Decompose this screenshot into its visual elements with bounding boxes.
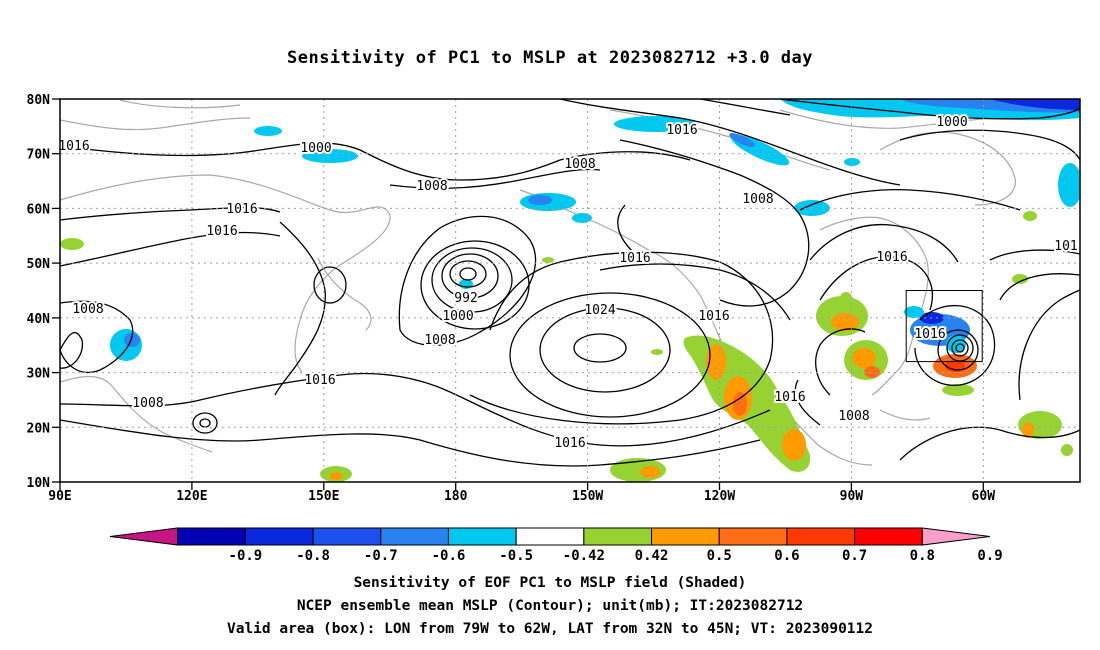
colorbar-segment — [515, 527, 585, 546]
lon-label: 150E — [308, 489, 339, 504]
colorbar-min-arrow — [109, 527, 179, 546]
colorbar-label: -0.8 — [296, 548, 330, 564]
contour-label: 1016 — [666, 123, 697, 138]
contour-label: 1000 — [936, 115, 967, 130]
colorbar-segment — [312, 527, 382, 546]
colorbar-segment — [583, 527, 653, 546]
contour-label: 1008 — [742, 192, 773, 207]
contour-label: 992 — [454, 291, 477, 306]
lat-label: 10N — [27, 476, 51, 491]
colorbar-segment — [447, 527, 517, 546]
lat-labels: 80N 70N 60N 50N 40N 30N 20N 10N — [27, 93, 51, 491]
contour-label: 1008 — [132, 396, 163, 411]
contour-label: 1016 — [304, 373, 335, 388]
contour-label: 1016 — [206, 224, 237, 239]
mslp-contours — [60, 99, 1080, 467]
colorbar-label: -0.6 — [432, 548, 466, 564]
colorbar-segment — [244, 527, 314, 546]
contour-labels: 1016 1000 1008 1016 1016 1008 1016 1008 … — [58, 113, 1080, 453]
map-layers: 1016 1000 1008 1016 1016 1008 1016 1008 … — [58, 99, 1080, 482]
colorbar-label: -0.7 — [364, 548, 398, 564]
colorbar-labels: -0.9 -0.8 -0.7 -0.6 -0.5 -0.42 0.42 0.5 0.6 0.7 0.… — [229, 548, 1003, 564]
lon-label: 120W — [704, 489, 735, 504]
colorbar-label: 0.9 — [977, 548, 1002, 564]
lon-label: 90E — [48, 489, 71, 504]
colorbar — [109, 527, 991, 546]
caption-valid-area: Valid area (box): LON from 79W to 62W, L… — [226, 621, 873, 637]
colorbar-label: 0.42 — [635, 548, 669, 564]
lat-label: 40N — [27, 312, 51, 327]
colorbar-label: 0.8 — [910, 548, 935, 564]
sensitivity-shading — [60, 99, 1080, 482]
lat-label: 80N — [27, 93, 51, 108]
lon-label: 90W — [840, 489, 864, 504]
colorbar-segment — [786, 527, 856, 546]
axis-ticks — [52, 98, 984, 490]
colorbar-label: 0.5 — [707, 548, 732, 564]
colorbar-label: -0.42 — [563, 548, 605, 564]
valid-area-box — [905, 290, 983, 363]
contour-label: 1000 — [442, 309, 473, 324]
lat-label: 20N — [27, 421, 51, 436]
contour-label: 1008 — [424, 333, 455, 348]
colorbar-label: -0.5 — [499, 548, 533, 564]
graticule — [60, 99, 1080, 482]
contour-label: 1016 — [876, 250, 907, 265]
colorbar-segment — [177, 527, 246, 546]
lat-label: 70N — [27, 148, 51, 163]
contour-label: 1016 — [58, 139, 89, 154]
contour-label: 1000 — [300, 141, 331, 156]
contour-label: 1016 — [774, 390, 805, 405]
lat-label: 60N — [27, 202, 51, 217]
contour-label: 1016 — [554, 436, 585, 451]
contour-label: 1024 — [584, 303, 615, 318]
lon-label: 120E — [176, 489, 207, 504]
lat-label: 30N — [27, 367, 51, 382]
lat-label: 50N — [27, 257, 51, 272]
contour-label: 1008 — [838, 409, 869, 424]
map-title: Sensitivity of PC1 to MSLP at 2023082712… — [286, 48, 813, 68]
caption-shading: Sensitivity of EOF PC1 to MSLP field (Sh… — [353, 575, 747, 591]
contour-label: 1008 — [416, 179, 447, 194]
contour-label: 1016 — [226, 202, 257, 217]
lon-label: 180 — [444, 489, 468, 504]
lon-label: 150W — [572, 489, 603, 504]
colorbar-segment — [718, 527, 788, 546]
colorbar-max-arrow — [921, 527, 991, 546]
lon-labels: 90E 120E 150E 180 150W 120W 90W 60W — [48, 489, 995, 504]
colorbar-label: -0.9 — [229, 548, 263, 564]
caption-contour: NCEP ensemble mean MSLP (Contour); unit(… — [296, 598, 804, 614]
contour-label: 1008 — [72, 302, 103, 317]
colorbar-segment — [380, 527, 449, 546]
plot-frame — [59, 98, 1081, 483]
contour-label: 1008 — [564, 157, 595, 172]
contour-label: 1016 — [914, 327, 945, 342]
colorbar-label: 0.7 — [842, 548, 867, 564]
colorbar-segment — [854, 527, 923, 546]
lon-label: 60W — [972, 489, 996, 504]
colorbar-segment — [651, 527, 720, 546]
contour-label: 101 — [1054, 239, 1077, 254]
colorbar-label: 0.6 — [774, 548, 799, 564]
contour-label: 1016 — [698, 309, 729, 324]
contour-label: 1016 — [619, 251, 650, 266]
